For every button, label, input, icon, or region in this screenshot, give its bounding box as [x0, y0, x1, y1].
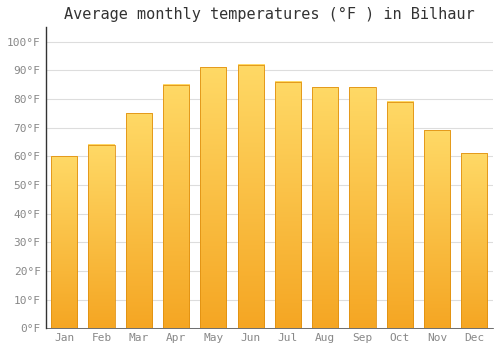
- Bar: [350, 88, 376, 328]
- Bar: [88, 145, 115, 328]
- Bar: [275, 82, 301, 328]
- Bar: [238, 64, 264, 328]
- Bar: [200, 68, 226, 328]
- Bar: [312, 88, 338, 328]
- Bar: [51, 156, 78, 328]
- Bar: [387, 102, 413, 328]
- Bar: [424, 131, 450, 328]
- Bar: [126, 113, 152, 328]
- Title: Average monthly temperatures (°F ) in Bilhaur: Average monthly temperatures (°F ) in Bi…: [64, 7, 474, 22]
- Bar: [163, 85, 189, 328]
- Bar: [462, 153, 487, 328]
